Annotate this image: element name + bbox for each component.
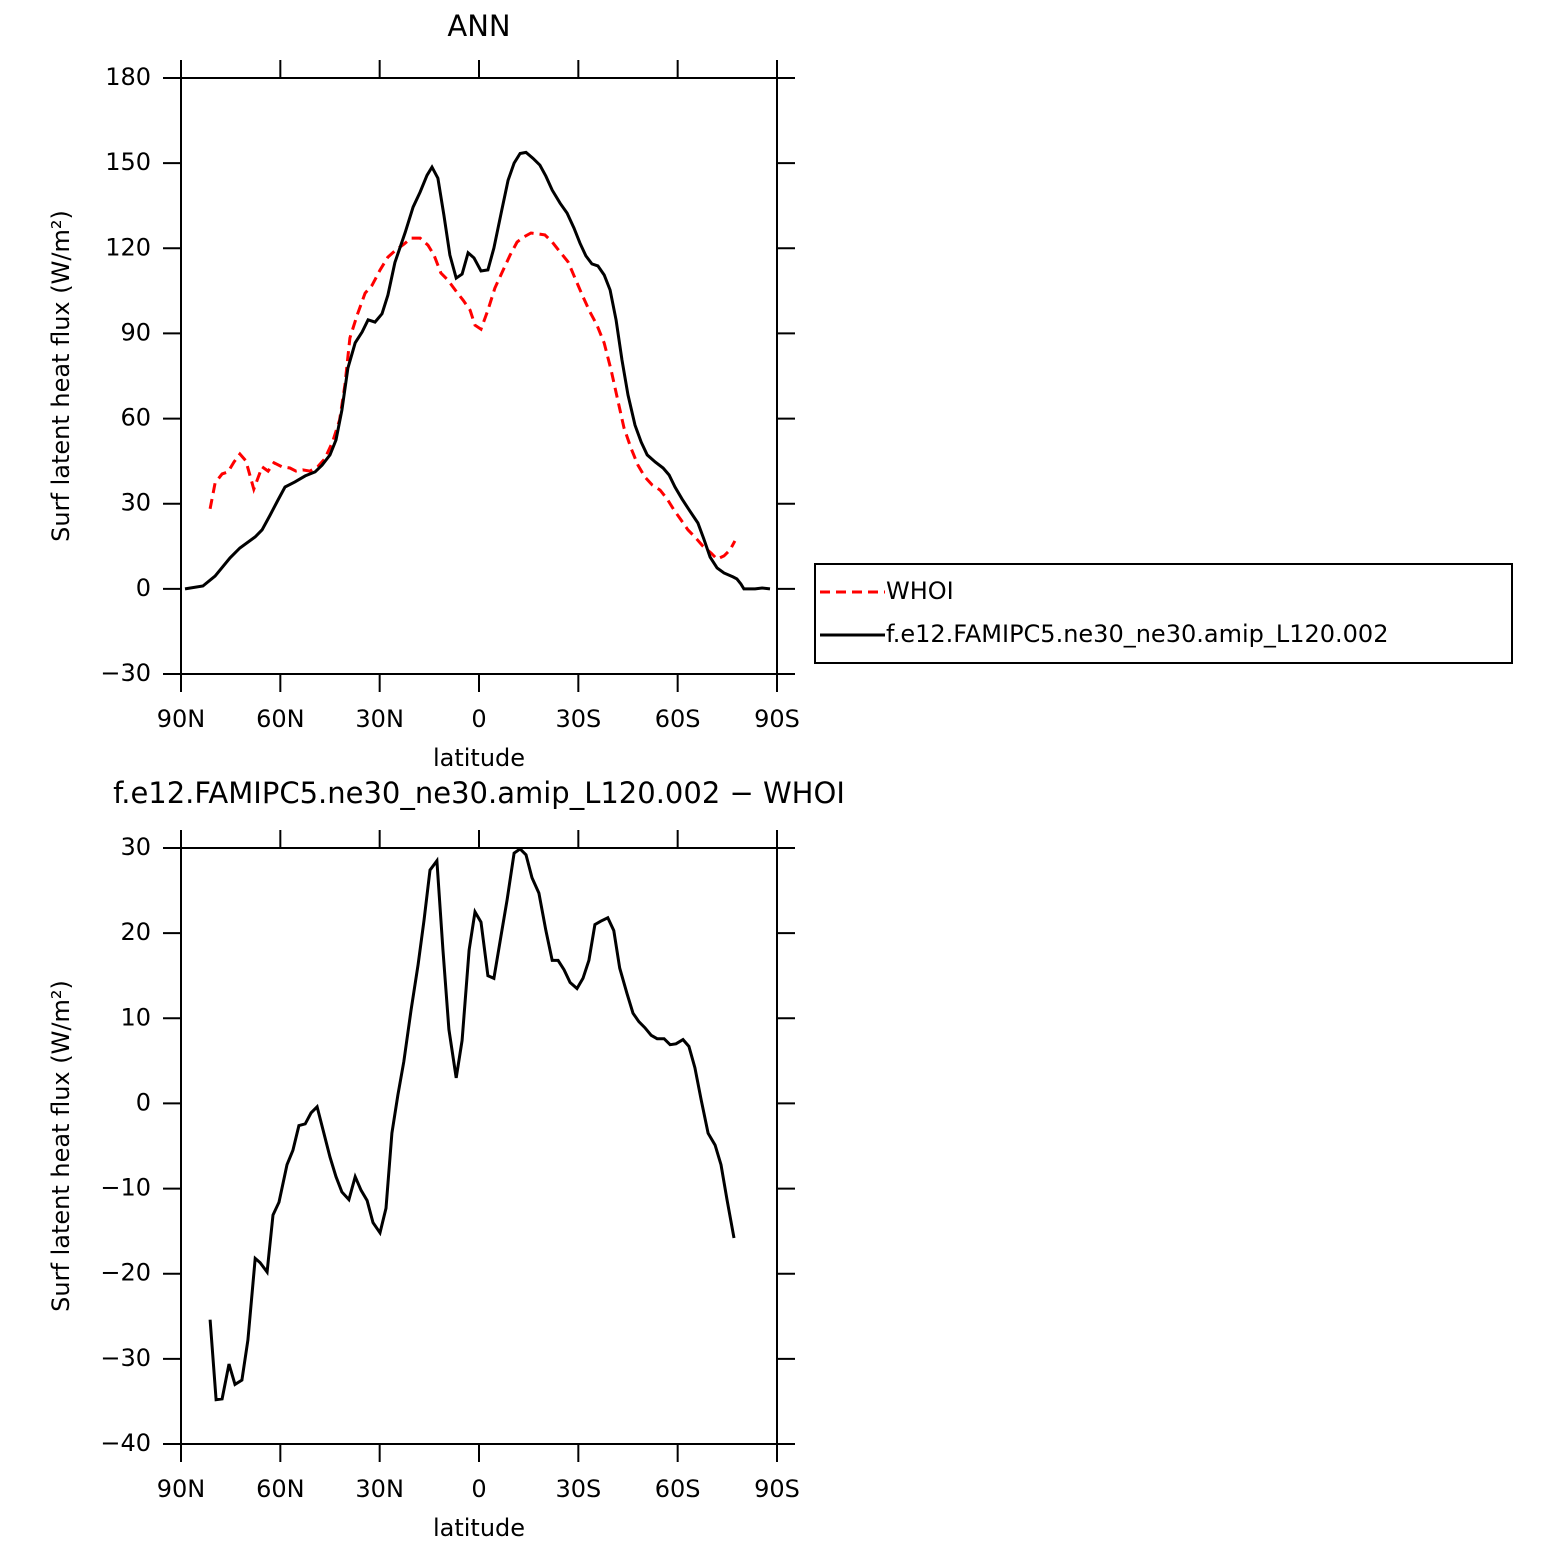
y-axis-label: Surf latent heat flux (W/m²) [47,210,75,542]
plot-panel: ANN latitude Surf latent heat flux (W/m²) −… [47,9,800,772]
y-tick-label: 30 [120,489,151,517]
plot-frame [180,77,778,675]
x-tick-label: 30N [355,1475,404,1503]
x-tick-label: 60N [256,1475,305,1503]
x-tick-label: 90N [157,705,206,733]
x-tick-label: 30N [355,705,404,733]
y-tick-label: −30 [100,1344,151,1372]
y-tick-label: 0 [136,574,151,602]
x-tick-label: 30S [555,1475,601,1503]
x-tick-label: 0 [471,705,486,733]
legend: WHOI f.e12.FAMIPC5.ne30_ne30.amip_L120.00… [814,563,1513,664]
y-tick-label: 20 [120,918,151,946]
y-tick-label: 180 [105,63,151,91]
chart-title: ANN [447,9,510,43]
x-tick-label: 60S [655,1475,701,1503]
y-tick-label: 150 [105,148,151,176]
legend-box [814,563,1513,664]
x-tick-label: 0 [471,1475,486,1503]
chart-title: f.e12.FAMIPC5.ne30_ne30.amip_L120.002 − … [113,776,845,810]
x-tick-label: 60S [655,705,701,733]
x-tick-label: 30S [555,705,601,733]
plot-panel: f.e12.FAMIPC5.ne30_ne30.amip_L120.002 − … [47,776,845,1542]
y-tick-label: 10 [120,1003,151,1031]
y-tick-label: 120 [105,233,151,261]
legend-label: WHOI [886,577,954,605]
x-axis-label: latitude [433,744,525,772]
x-tick-label: 90S [754,1475,800,1503]
x-tick-label: 60N [256,705,305,733]
y-tick-label: 60 [120,404,151,432]
y-tick-label: 0 [136,1088,151,1116]
y-tick-label: 30 [120,833,151,861]
x-tick-label: 90N [157,1475,206,1503]
y-tick-label: −30 [100,659,151,687]
y-tick-label: −10 [100,1174,151,1202]
plot-frame [180,847,778,1445]
x-tick-label: 90S [754,705,800,733]
y-tick-label: −40 [100,1429,151,1457]
data-line [208,846,736,1402]
y-tick-label: 90 [120,318,151,346]
legend-label: f.e12.FAMIPC5.ne30_ne30.amip_L120.002 [886,620,1388,648]
x-axis-label: latitude [433,1514,525,1542]
y-tick-label: −20 [100,1259,151,1287]
y-axis-label: Surf latent heat flux (W/m²) [47,980,75,1312]
data-line [208,231,737,561]
data-line [184,150,771,591]
